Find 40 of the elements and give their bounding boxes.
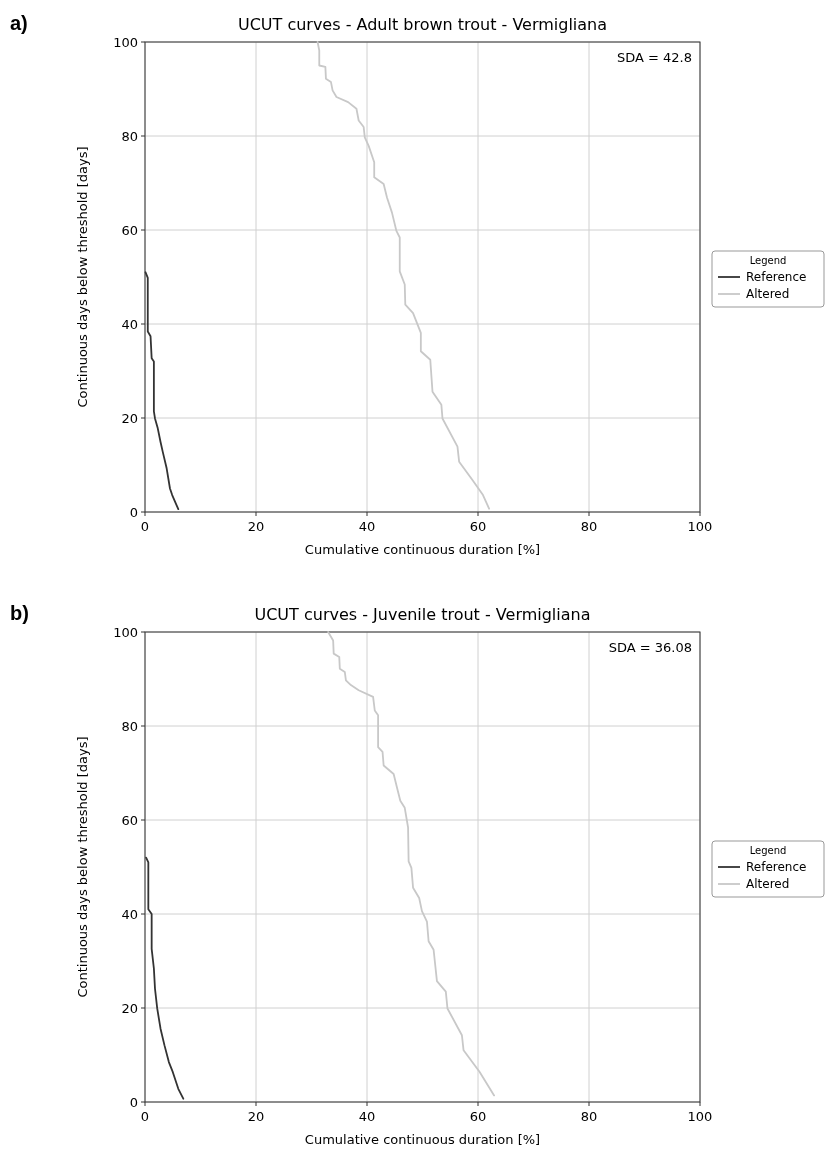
y-tick-label: 100 xyxy=(113,625,138,640)
text: b) xyxy=(10,602,29,624)
legend-label: Reference xyxy=(746,270,807,284)
legend-title: Legend xyxy=(749,255,787,266)
x-axis-title: Cumulative continuous duration [%] xyxy=(304,1132,541,1147)
chart-title: UCUT curves - Juvenile trout - Vermigliana xyxy=(254,605,591,624)
y-tick-label: 40 xyxy=(121,317,138,332)
x-tick-label: 20 xyxy=(247,1109,265,1124)
annotation: SDA = 42.8 xyxy=(616,50,692,65)
x-tick-label: 60 xyxy=(469,1109,487,1124)
y-tick-label: 20 xyxy=(121,411,138,426)
x-tick-label: 40 xyxy=(358,1109,376,1124)
x-axis-title: Cumulative continuous duration [%] xyxy=(304,542,541,557)
y-tick-label: 40 xyxy=(121,907,138,922)
y-tick-label: 0 xyxy=(129,1095,138,1110)
x-tick-label: 80 xyxy=(580,1109,598,1124)
x-tick-label: 100 xyxy=(687,1109,713,1124)
y-tick-label: 0 xyxy=(129,505,138,520)
y-tick-label: 60 xyxy=(121,223,138,238)
y-tick-label: 80 xyxy=(121,719,138,734)
legend-label: Reference xyxy=(746,860,807,874)
x-tick-label: 0 xyxy=(140,519,150,534)
y-tick-label: 80 xyxy=(121,129,138,144)
x-tick-label: 80 xyxy=(580,519,598,534)
annotation: SDA = 36.08 xyxy=(608,640,692,655)
y-axis-title: Continuous days below threshold [days] xyxy=(75,146,90,408)
text: a) xyxy=(10,12,28,34)
y-tick-label: 60 xyxy=(121,813,138,828)
chart-title: UCUT curves - Adult brown trout - Vermigliana xyxy=(237,15,608,34)
x-tick-label: 40 xyxy=(358,519,376,534)
x-tick-label: 0 xyxy=(140,1109,150,1124)
x-tick-label: 20 xyxy=(247,519,265,534)
y-axis-title: Continuous days below threshold [days] xyxy=(75,736,90,998)
y-tick-label: 100 xyxy=(113,35,138,50)
x-tick-label: 60 xyxy=(469,519,487,534)
y-tick-label: 20 xyxy=(121,1001,138,1016)
x-tick-label: 100 xyxy=(687,519,713,534)
legend-title: Legend xyxy=(749,845,787,856)
legend-label: Altered xyxy=(746,877,790,891)
legend-label: Altered xyxy=(746,287,790,301)
